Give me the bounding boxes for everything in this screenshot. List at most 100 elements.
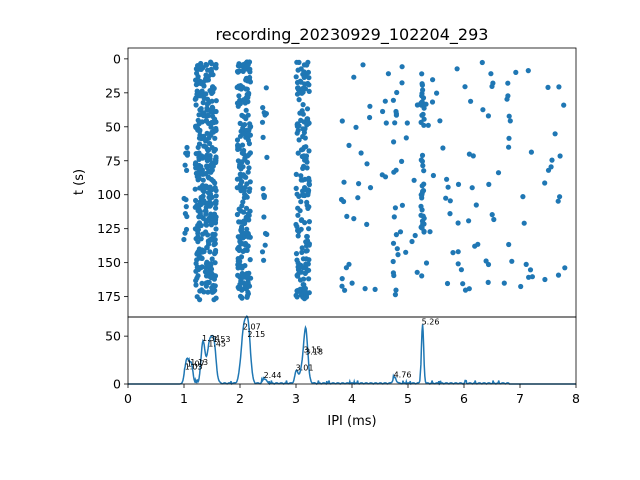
raster-point xyxy=(184,213,190,220)
raster-point xyxy=(304,120,310,126)
raster-point xyxy=(545,84,551,90)
raster-point xyxy=(385,71,391,77)
raster-point xyxy=(206,194,212,200)
raster-point xyxy=(469,185,475,191)
raster-point xyxy=(392,120,398,126)
raster-point xyxy=(418,119,424,125)
raster-point xyxy=(351,74,357,80)
raster-point xyxy=(241,113,247,120)
raster-point xyxy=(300,133,306,140)
raster-point xyxy=(419,82,425,88)
raster-point xyxy=(403,135,409,141)
raster-point xyxy=(486,181,492,187)
raster-point xyxy=(489,212,495,218)
raster-y-tick-label: 25 xyxy=(105,85,121,100)
raster-point xyxy=(382,98,388,104)
histogram-peak-label: 1.53 xyxy=(213,335,231,344)
raster-point xyxy=(485,113,491,119)
raster-point xyxy=(447,198,453,204)
raster-point xyxy=(247,121,253,127)
raster-point xyxy=(194,294,200,300)
raster-point xyxy=(444,280,451,287)
raster-point xyxy=(208,69,214,75)
raster-point xyxy=(306,82,312,88)
raster-point xyxy=(260,134,266,140)
raster-point xyxy=(466,218,472,224)
raster-point xyxy=(295,127,301,134)
raster-point xyxy=(207,249,213,255)
raster-point xyxy=(297,264,304,270)
raster-point xyxy=(303,256,309,262)
raster-point xyxy=(392,205,398,211)
raster-point xyxy=(208,61,215,67)
raster-point xyxy=(196,112,202,118)
raster-point xyxy=(240,199,246,205)
raster-point xyxy=(523,261,529,267)
raster-point xyxy=(297,78,303,84)
raster-point xyxy=(552,131,558,137)
raster-point xyxy=(506,241,512,248)
raster-y-tick-label: 150 xyxy=(97,255,121,270)
raster-point xyxy=(506,144,512,150)
histogram-x-tick-label: 4 xyxy=(348,391,356,406)
raster-point xyxy=(300,146,306,152)
raster-point xyxy=(242,220,248,226)
raster-point xyxy=(427,229,433,235)
raster-point xyxy=(237,120,243,126)
raster-point xyxy=(555,198,561,204)
raster-point xyxy=(237,285,243,291)
raster-point xyxy=(306,148,312,154)
raster-point xyxy=(246,90,252,96)
raster-point xyxy=(293,292,299,298)
raster-y-ticks: 0 25 50 75 100 125 150 175 xyxy=(97,51,128,304)
raster-point xyxy=(203,91,209,97)
histogram-x-tick-label: 1 xyxy=(180,391,188,406)
raster-point xyxy=(489,83,495,89)
raster-point xyxy=(193,282,199,288)
raster-point xyxy=(355,195,361,201)
raster-point xyxy=(239,294,245,300)
raster-point xyxy=(399,64,405,70)
raster-point xyxy=(393,111,399,117)
raster-point xyxy=(213,65,219,71)
raster-point xyxy=(237,162,244,168)
raster-point xyxy=(242,283,248,289)
raster-point xyxy=(195,80,201,86)
raster-point xyxy=(393,287,399,293)
raster-point xyxy=(542,180,548,186)
raster-point xyxy=(455,220,461,226)
raster-point xyxy=(304,243,310,249)
raster-point xyxy=(301,153,307,159)
raster-point xyxy=(207,140,213,147)
raster-point xyxy=(293,171,299,177)
histogram-x-tick-label: 7 xyxy=(516,391,524,406)
raster-point xyxy=(243,107,249,113)
raster-point xyxy=(244,63,250,69)
raster-point xyxy=(241,173,247,179)
histogram-x-tick-label: 5 xyxy=(404,391,412,406)
raster-point xyxy=(479,59,485,66)
raster-point xyxy=(411,177,417,183)
raster-point xyxy=(184,144,190,151)
raster-y-tick-label: 125 xyxy=(97,221,121,236)
raster-point xyxy=(245,78,251,84)
raster-point xyxy=(303,261,309,267)
raster-point xyxy=(341,198,347,205)
raster-y-tick-label: 100 xyxy=(97,187,121,202)
raster-point xyxy=(299,249,305,255)
raster-point xyxy=(181,195,187,202)
raster-point xyxy=(298,269,305,275)
raster-point xyxy=(209,167,215,173)
raster-point xyxy=(383,120,389,126)
raster-point xyxy=(300,191,306,197)
raster-point xyxy=(430,77,436,83)
raster-point xyxy=(203,118,210,124)
raster-point xyxy=(299,245,305,251)
raster-point xyxy=(260,105,266,111)
raster-point xyxy=(344,213,350,219)
raster-point xyxy=(548,164,554,170)
raster-point xyxy=(306,178,312,184)
histogram-peak-label: 3.18 xyxy=(305,347,323,356)
histogram-peak-labels: 1.031.071.13 1.341.451.53 2.072.15 2.44 3.01… xyxy=(185,318,440,381)
raster-point xyxy=(199,153,205,159)
